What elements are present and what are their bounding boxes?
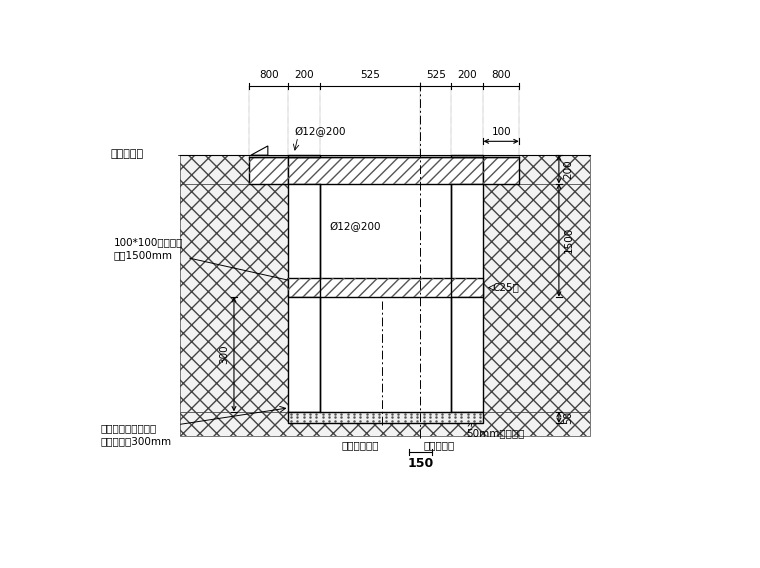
Text: 800: 800 (491, 70, 511, 81)
Bar (519, 155, 590, 183)
Text: Ø12@200: Ø12@200 (329, 222, 381, 232)
Bar (180, 412, 590, 436)
Text: 100: 100 (491, 127, 511, 137)
Bar (249, 157, 288, 183)
Text: 设计中心线: 设计中心线 (423, 440, 454, 450)
Bar (288, 157, 483, 183)
Text: 300: 300 (220, 344, 230, 364)
Bar (180, 183, 288, 412)
Text: 200: 200 (563, 160, 574, 179)
Text: 200: 200 (458, 70, 477, 81)
Text: 50: 50 (563, 411, 574, 424)
Bar (180, 183, 288, 412)
Bar (320, 183, 451, 278)
Text: 原地面标高: 原地面标高 (111, 149, 144, 158)
Bar (320, 297, 451, 412)
Text: 导墙底部进入原状土
深度不小于300mm: 导墙底部进入原状土 深度不小于300mm (101, 423, 172, 446)
Bar (451, 155, 483, 157)
Bar (180, 155, 249, 183)
Bar (288, 155, 320, 157)
Bar (483, 183, 590, 412)
Text: 150: 150 (407, 457, 433, 470)
Bar (451, 297, 483, 412)
Bar (483, 157, 519, 183)
Text: Ø12@200: Ø12@200 (294, 127, 346, 137)
Text: 1500: 1500 (563, 227, 574, 253)
Bar (180, 155, 249, 183)
Text: 100*100方木支撑
间距1500mm: 100*100方木支撑 间距1500mm (114, 237, 183, 261)
Text: 525: 525 (426, 70, 445, 81)
Bar (451, 183, 483, 297)
Bar (249, 157, 288, 183)
Bar (288, 412, 483, 423)
Bar (519, 155, 590, 183)
Bar (288, 278, 483, 297)
Text: 200: 200 (294, 70, 314, 81)
Text: 525: 525 (360, 70, 380, 81)
Text: 800: 800 (259, 70, 278, 81)
Bar (288, 297, 320, 412)
Text: 外扩后中心线: 外扩后中心线 (341, 440, 378, 450)
Bar (483, 183, 590, 412)
Bar (288, 157, 483, 183)
Text: 50mm厉垒垫层: 50mm厉垒垫层 (467, 428, 525, 438)
Bar (288, 278, 483, 297)
Bar (483, 157, 519, 183)
Text: C25混: C25混 (492, 283, 520, 293)
Bar (288, 183, 320, 297)
Bar (180, 412, 590, 436)
